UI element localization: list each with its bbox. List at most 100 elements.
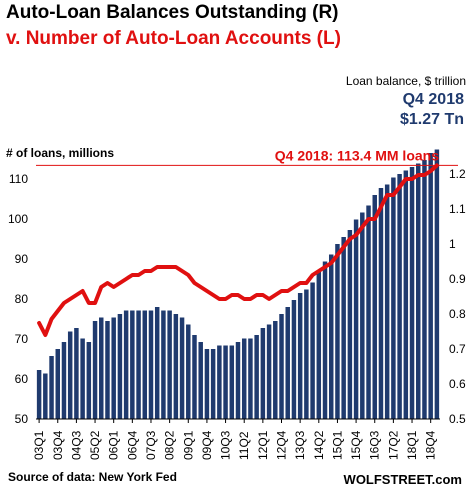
balance-bar xyxy=(328,254,334,419)
reference-line-group: Q4 2018: 113.4 MM loans xyxy=(36,147,458,166)
x-tick-label: 08Q2 xyxy=(163,430,177,460)
balance-bar xyxy=(123,310,129,419)
balance-bar xyxy=(403,170,409,419)
balance-bar xyxy=(279,314,284,419)
balance-bar xyxy=(310,282,315,419)
balance-bar xyxy=(136,310,141,419)
balance-bar xyxy=(179,317,185,419)
x-tick-labels: 03Q1 03Q4 04Q3 05Q2 06Q1 06Q4 07Q3 08Q2 09Q1 09Q4… xyxy=(32,419,438,460)
balance-bar xyxy=(416,163,421,419)
loan-count-line xyxy=(37,163,439,337)
balance-bar xyxy=(61,342,67,419)
balance-bar xyxy=(384,184,390,419)
balance-bar xyxy=(55,349,60,419)
balance-bar xyxy=(210,349,216,419)
balance-bar xyxy=(273,321,278,419)
left-tick-label: 80 xyxy=(15,292,29,306)
x-tick-label: 15Q1 xyxy=(330,430,344,460)
left-tick-label: 110 xyxy=(9,172,28,186)
loan-count-line-group xyxy=(37,163,439,337)
balance-bars xyxy=(36,149,440,419)
balance-bar xyxy=(36,370,42,419)
left-tick-label: 60 xyxy=(15,372,29,386)
credit-note: WOLFSTREET.com xyxy=(343,472,462,487)
balance-bar xyxy=(248,338,253,419)
balance-bar xyxy=(235,342,241,419)
balance-bar xyxy=(360,212,365,419)
balance-bar xyxy=(316,272,322,419)
chart-title: Auto-Loan Balances Outstanding (R) xyxy=(6,2,339,23)
balance-bar xyxy=(291,300,297,419)
balance-bar xyxy=(49,356,54,419)
x-tick-label: 18Q4 xyxy=(424,430,438,460)
chart-subtitle: v. Number of Auto-Loan Accounts (L) xyxy=(6,28,341,49)
balance-bar xyxy=(186,324,191,419)
balance-bar xyxy=(353,219,359,419)
right-tick-label: 0.9 xyxy=(449,272,466,286)
balance-bar xyxy=(142,310,148,419)
x-tick-label: 12Q4 xyxy=(275,430,289,460)
balance-bar xyxy=(198,342,203,419)
left-tick-label: 50 xyxy=(15,412,29,426)
x-tick-label: 07Q3 xyxy=(144,430,158,460)
balance-bar xyxy=(341,237,346,419)
right-axis-label: Loan balance, $ trillion xyxy=(345,74,466,88)
x-tick-label: 06Q4 xyxy=(125,430,139,460)
x-tick-label: 05Q2 xyxy=(88,430,102,460)
x-tick-label: 14Q2 xyxy=(312,430,326,460)
x-tick-label: 13Q3 xyxy=(293,430,307,460)
balance-bar xyxy=(80,338,85,419)
balance-bar xyxy=(86,342,92,419)
balance-bar xyxy=(372,195,377,419)
latest-balance-label: $1.27 Tn xyxy=(399,111,464,128)
right-tick-label: 0.8 xyxy=(449,307,466,321)
x-tick-label: 10Q3 xyxy=(219,430,233,460)
balance-bar xyxy=(204,349,210,419)
balance-bar xyxy=(74,328,79,419)
balance-bar xyxy=(105,321,110,419)
balance-bar xyxy=(335,244,340,419)
x-tick-label: 17Q2 xyxy=(386,430,400,460)
left-tick-label: 90 xyxy=(15,252,29,266)
left-axis-label: # of loans, millions xyxy=(6,146,115,160)
latest-period-label: Q4 2018 xyxy=(402,91,464,108)
x-tick-label: 03Q1 xyxy=(32,430,46,460)
x-tick-label: 12Q1 xyxy=(256,430,270,460)
x-tick-label: 09Q4 xyxy=(200,430,214,460)
left-tick-label: 70 xyxy=(15,332,29,346)
balance-bar xyxy=(422,160,427,419)
balance-bar xyxy=(391,177,396,419)
balance-bar xyxy=(304,289,309,419)
balance-bar xyxy=(148,310,154,419)
balance-bar xyxy=(217,345,222,419)
balance-bar xyxy=(99,317,104,419)
balance-bar xyxy=(428,153,433,419)
right-tick-label: 1.2 xyxy=(449,167,466,181)
x-tick-label: 15Q4 xyxy=(349,430,363,460)
balance-bar xyxy=(347,230,353,419)
right-tick-label: 0.5 xyxy=(449,412,466,426)
right-tick-label: 0.7 xyxy=(449,342,466,356)
left-tick-label: 100 xyxy=(8,212,28,226)
axes-group: 50 60 70 80 90 100 110 0.5 0.6 0.7 0.8 0.9 1 1.1 1.2 xyxy=(8,167,466,426)
x-tick-label: 04Q3 xyxy=(69,430,83,460)
balance-bar xyxy=(43,373,48,419)
balance-bar xyxy=(223,345,228,419)
x-tick-label: 11Q2 xyxy=(237,431,251,460)
balance-bar xyxy=(130,310,135,419)
balance-bar xyxy=(378,188,384,419)
balance-bar xyxy=(241,338,247,419)
x-tick-label: 03Q4 xyxy=(51,430,65,460)
x-tick-label: 09Q1 xyxy=(181,430,195,460)
balance-bar xyxy=(161,310,166,419)
balance-bar xyxy=(322,261,328,419)
right-tick-label: 0.6 xyxy=(449,377,466,391)
balance-bar xyxy=(111,317,116,419)
x-tick-label: 16Q3 xyxy=(368,430,382,460)
balance-bar xyxy=(167,310,172,419)
balance-bar xyxy=(154,307,160,419)
right-tick-label: 1 xyxy=(449,237,456,251)
balance-bar xyxy=(260,328,266,419)
balance-bar xyxy=(434,149,440,419)
